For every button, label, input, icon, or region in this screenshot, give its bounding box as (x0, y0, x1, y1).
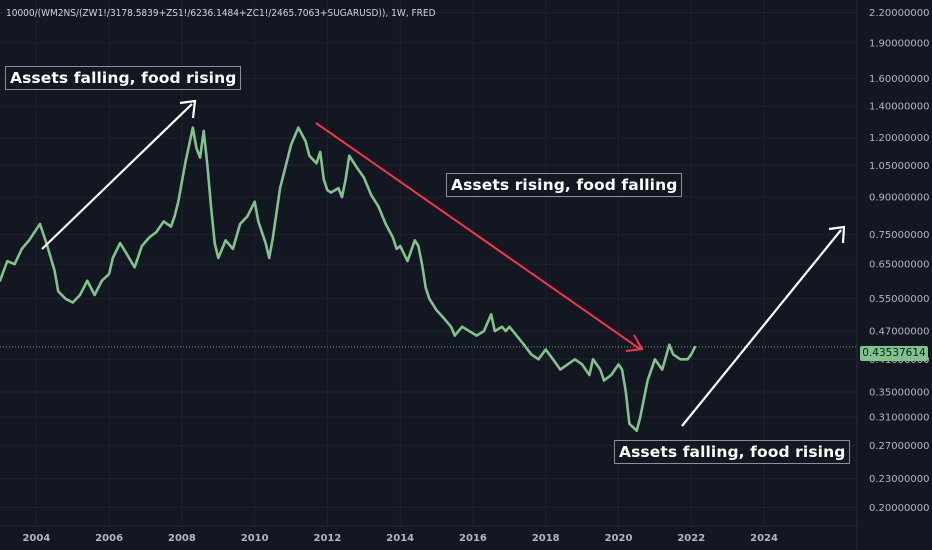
y-tick-label: 0.23000000 (869, 474, 929, 485)
grid (0, 0, 858, 550)
y-tick-label: 1.90000000 (869, 38, 929, 49)
annotation-assets-falling-2: Assets falling, food rising (614, 440, 851, 464)
arrow-up-right-line (681, 229, 842, 427)
y-tick-label: 1.40000000 (869, 101, 929, 112)
x-axis: 2004 2006 2008 2010 2012 2014 2016 2018 2020 2022… (22, 533, 778, 544)
arrow-up-left-line (41, 103, 193, 250)
last-price-badge: 0.43537614 (860, 346, 928, 361)
x-tick-label: 2022 (677, 533, 705, 544)
annotation-assets-rising: Assets rising, food falling (446, 173, 683, 197)
y-tick-label: 0.65000000 (869, 260, 929, 271)
x-tick-label: 2024 (750, 533, 778, 544)
y-tick-label: 2.20000000 (869, 8, 929, 19)
x-tick-label: 2008 (168, 533, 196, 544)
x-tick-label: 2012 (314, 533, 342, 544)
annotation-assets-falling-1: Assets falling, food rising (5, 66, 242, 90)
x-tick-label: 2006 (95, 533, 123, 544)
y-tick-label: 1.05000000 (869, 161, 929, 172)
y-tick-label: 0.31000000 (869, 412, 929, 423)
y-tick-label: 0.75000000 (869, 230, 929, 241)
chart-title: 10000/(WM2NS/(ZW1!/3178.5839+ZS1!/6236.1… (6, 8, 436, 19)
x-tick-label: 2016 (459, 533, 487, 544)
y-tick-label: 0.20000000 (869, 503, 929, 514)
y-tick-label: 0.47000000 (869, 327, 929, 338)
y-tick-label: 0.35000000 (869, 387, 929, 398)
arrow-down-head (625, 334, 644, 352)
series-line (0, 126, 697, 432)
arrow-up-left-head (179, 99, 197, 119)
y-tick-label: 1.20000000 (869, 133, 929, 144)
x-tick-label: 2018 (532, 533, 560, 544)
arrow-up-right-head (828, 225, 846, 244)
arrow-down-line (315, 122, 641, 350)
y-tick-label: 0.55000000 (869, 294, 929, 305)
plot-area (0, 126, 697, 432)
y-tick-label: 0.90000000 (869, 193, 929, 204)
x-tick-label: 2010 (241, 533, 269, 544)
trend-arrows (41, 99, 846, 427)
x-tick-label: 2014 (386, 533, 414, 544)
x-tick-label: 2020 (605, 533, 633, 544)
x-tick-label: 2004 (22, 533, 50, 544)
y-tick-label: 1.60000000 (869, 74, 929, 85)
y-axis: 2.20000000 1.90000000 1.60000000 1.40000000… (869, 8, 929, 514)
y-tick-label: 0.27000000 (869, 441, 929, 452)
